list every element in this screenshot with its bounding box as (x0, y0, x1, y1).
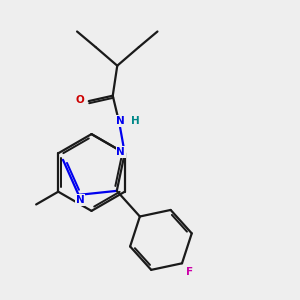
Text: N: N (116, 147, 125, 157)
Text: H: H (131, 116, 140, 126)
Text: F: F (186, 267, 193, 277)
Text: N: N (116, 116, 125, 126)
Text: O: O (76, 94, 85, 105)
Text: N: N (76, 195, 85, 205)
